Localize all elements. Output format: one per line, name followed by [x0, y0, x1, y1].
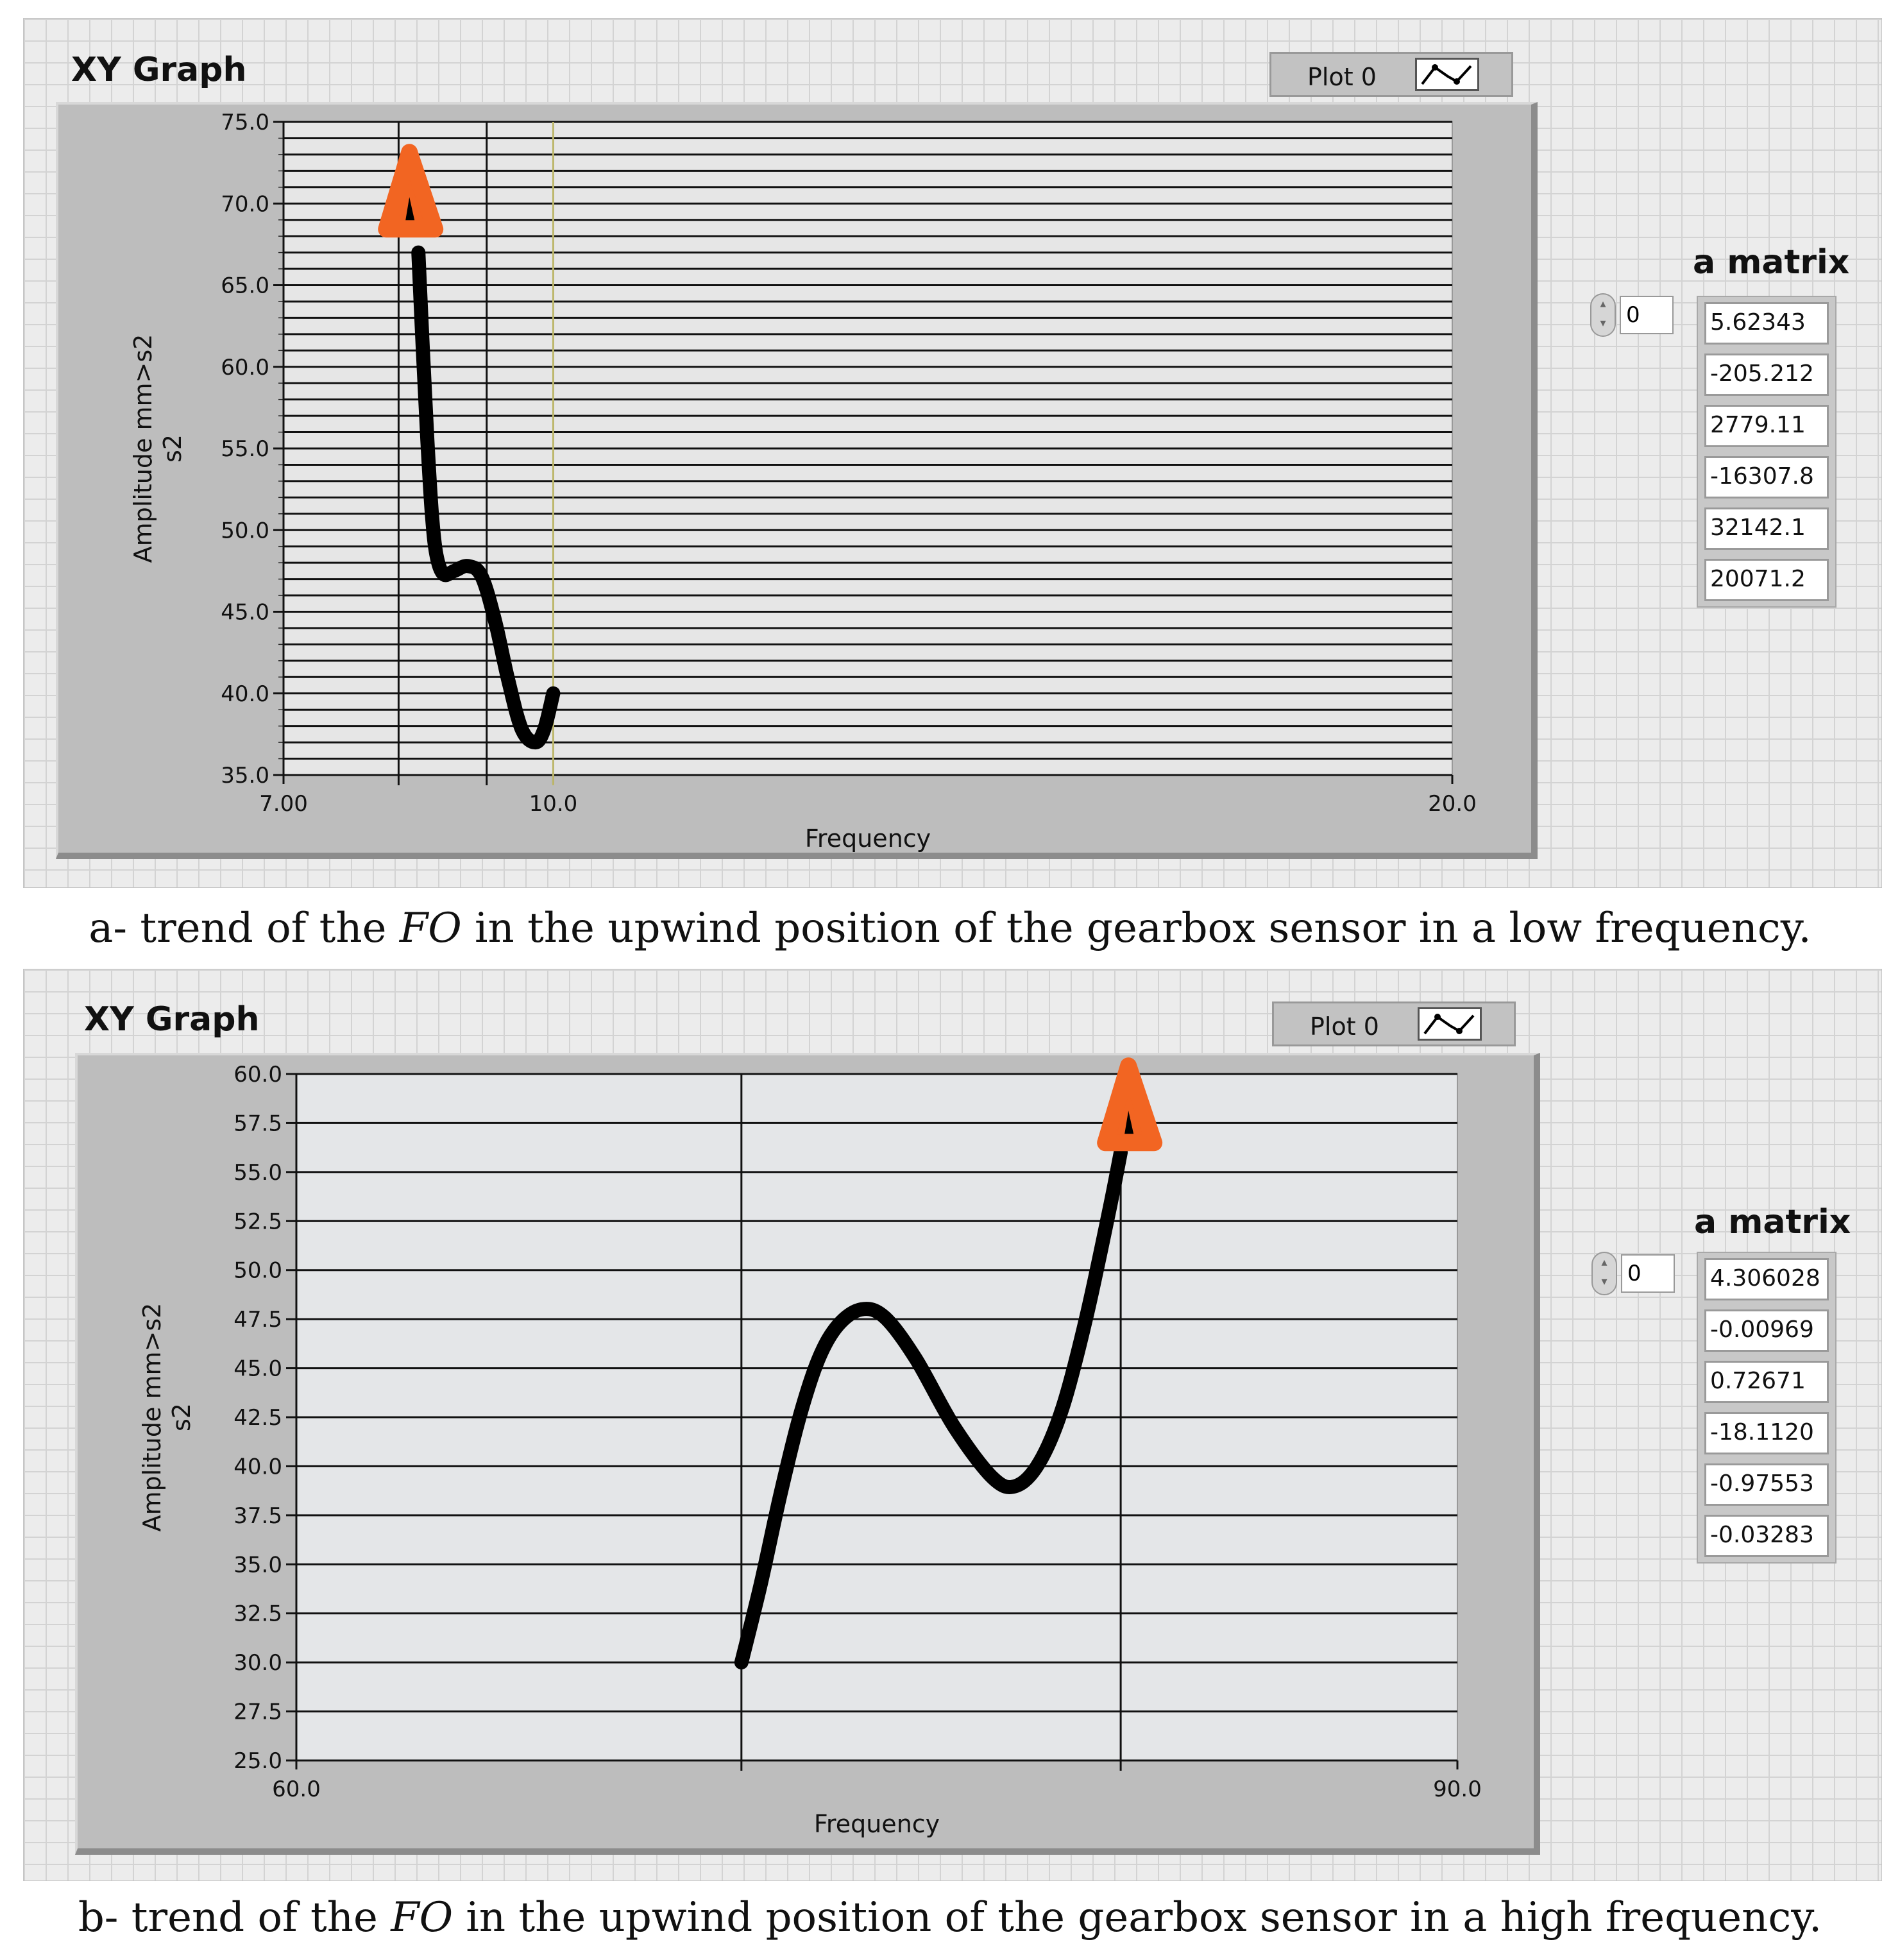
x-tick-label: 7.00: [259, 791, 308, 817]
y-tick-label: 50.0: [221, 518, 269, 543]
y-tick-label: 55.0: [233, 1160, 282, 1186]
y-tick-label: 55.0: [221, 436, 269, 462]
plot-legend-b[interactable]: Plot 0: [1272, 1001, 1516, 1046]
y-tick-label: 60.0: [221, 355, 269, 380]
x-tick-label: 90.0: [1433, 1777, 1482, 1802]
matrix-title-b: a matrix: [1694, 1203, 1851, 1241]
y-tick-label: 40.0: [233, 1454, 282, 1479]
xy-chart-a: 75.0 70.0 65.0 60.0 55.0 50.0 45.0 40.0 35.0 7.00…: [129, 110, 1477, 853]
matrix-cell[interactable]: -205.212: [1704, 354, 1829, 396]
index-stepper-icon[interactable]: ▴ ▾: [1591, 1252, 1617, 1295]
matrix-cell[interactable]: -16307.8: [1704, 456, 1829, 499]
x-axis-label: Frequency: [805, 824, 931, 853]
matrix-cell[interactable]: 2779.11: [1704, 405, 1829, 447]
graph-title-a: XY Graph: [71, 51, 247, 89]
matrix-cell[interactable]: 5.62343: [1704, 302, 1829, 345]
y-axis-label: Amplitude mm>s2: [129, 334, 157, 563]
matrix-cell[interactable]: -0.03283: [1704, 1515, 1829, 1557]
y-tick-label: 25.0: [233, 1748, 282, 1774]
x-axis-label: Frequency: [814, 1810, 940, 1838]
x-tick-label: 60.0: [272, 1777, 321, 1802]
caption-a: a- trend of the FO in the upwind positio…: [89, 905, 1811, 952]
matrix-array-a: 5.62343 -205.212 2779.11 -16307.8 32142.…: [1697, 296, 1836, 608]
y-tick-label: 35.0: [233, 1552, 282, 1578]
y-tick-label: 45.0: [233, 1356, 282, 1382]
y-tick-label: 40.0: [221, 681, 269, 707]
y-axis-label-unit: s2: [158, 434, 187, 463]
y-tick-label: 75.0: [221, 110, 269, 135]
matrix-cell[interactable]: 4.306028: [1704, 1258, 1829, 1300]
y-tick-label: 60.0: [233, 1062, 282, 1087]
y-tick-label: 27.5: [233, 1700, 282, 1725]
plot-legend-a[interactable]: Plot 0: [1269, 52, 1513, 97]
peak-marker: [378, 144, 444, 238]
array-index-control-b[interactable]: ▴ ▾ 0: [1591, 1252, 1675, 1295]
legend-label-a: Plot 0: [1307, 63, 1377, 91]
series-line: [734, 1145, 1128, 1670]
plot-style-icon[interactable]: [1418, 1007, 1482, 1041]
matrix-cell[interactable]: -18.1120: [1704, 1412, 1829, 1454]
matrix-cell[interactable]: -0.00969: [1704, 1309, 1829, 1352]
peak-marker-mark: [405, 197, 415, 221]
matrix-cell[interactable]: -0.97553: [1704, 1463, 1829, 1506]
peak-marker: [1097, 1057, 1163, 1152]
series-line: [411, 245, 561, 750]
y-tick-label: 47.5: [233, 1307, 282, 1333]
y-tick-label: 32.5: [233, 1601, 282, 1627]
x-tick-label: 20.0: [1428, 791, 1477, 817]
y-tick-label: 52.5: [233, 1209, 282, 1234]
legend-label-b: Plot 0: [1310, 1012, 1379, 1041]
y-tick-label: 70.0: [221, 191, 269, 217]
caption-b: b- trend of the FO in the upwind positio…: [78, 1894, 1822, 1941]
y-tick-label: 57.5: [233, 1111, 282, 1136]
matrix-title-a: a matrix: [1693, 243, 1850, 282]
y-tick-label: 65.0: [221, 273, 269, 299]
y-tick-label: 50.0: [233, 1258, 282, 1284]
array-index-control-a[interactable]: ▴ ▾ 0: [1590, 293, 1674, 337]
matrix-cell[interactable]: 0.72671: [1704, 1361, 1829, 1403]
peak-marker-mark: [1124, 1111, 1134, 1134]
matrix-cell[interactable]: 20071.2: [1704, 559, 1829, 601]
y-tick-label: 42.5: [233, 1405, 282, 1431]
y-tick-label: 35.0: [221, 763, 269, 788]
plot-style-icon[interactable]: [1415, 58, 1479, 91]
y-axis-label: Amplitude mm>s2: [138, 1303, 166, 1532]
index-input-b[interactable]: 0: [1621, 1254, 1675, 1293]
x-tick-label: 10.0: [529, 791, 578, 817]
y-axis-label-unit: s2: [167, 1403, 196, 1431]
graph-title-b: XY Graph: [84, 1000, 260, 1039]
matrix-cell[interactable]: 32142.1: [1704, 507, 1829, 550]
index-input-a[interactable]: 0: [1620, 296, 1674, 334]
matrix-array-b: 4.306028 -0.00969 0.72671 -18.1120 -0.97…: [1697, 1252, 1836, 1564]
y-tick-label: 30.0: [233, 1650, 282, 1676]
y-tick-label: 45.0: [221, 600, 269, 626]
y-tick-label: 37.5: [233, 1503, 282, 1529]
index-stepper-icon[interactable]: ▴ ▾: [1590, 293, 1616, 337]
